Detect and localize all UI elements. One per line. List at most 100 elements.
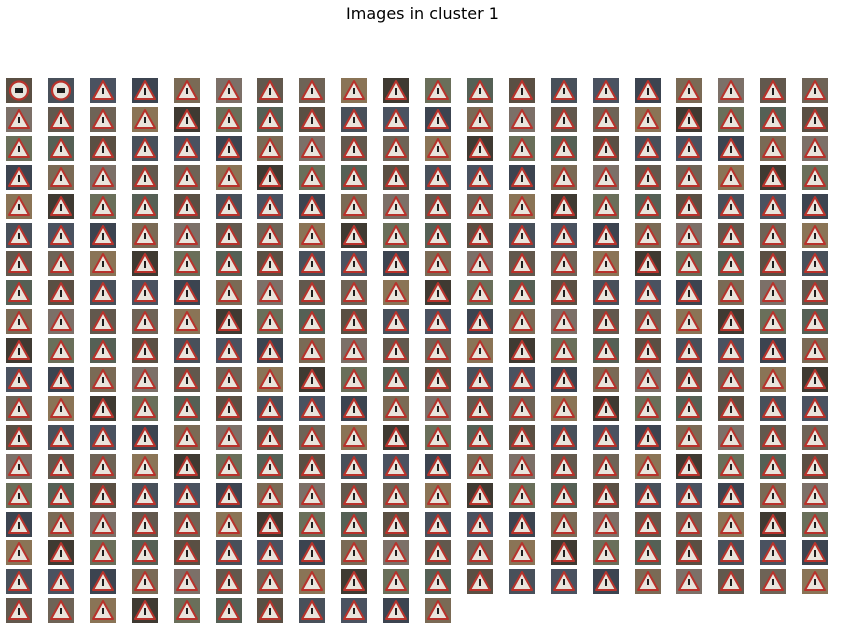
warning-sign-thumbnail	[257, 367, 284, 392]
warning-sign-thumbnail	[173, 164, 200, 190]
warning-sign-thumbnail	[508, 453, 535, 479]
warning-sign-thumbnail	[215, 193, 242, 219]
warning-sign-thumbnail	[592, 135, 619, 161]
warning-sign-thumbnail	[550, 540, 577, 566]
warning-sign-thumbnail	[550, 309, 577, 335]
warning-sign-thumbnail	[6, 598, 32, 624]
warning-sign-thumbnail	[173, 424, 200, 450]
warning-sign-thumbnail	[173, 540, 200, 566]
warning-sign-thumbnail	[341, 338, 368, 364]
warning-sign-thumbnail	[718, 251, 745, 277]
warning-sign-thumbnail	[131, 309, 158, 335]
warning-sign-thumbnail	[718, 569, 745, 595]
warning-sign-thumbnail	[425, 453, 451, 479]
warning-sign-thumbnail	[718, 106, 745, 132]
warning-sign-thumbnail	[6, 482, 32, 508]
warning-sign-thumbnail	[802, 222, 829, 248]
speed-limit-sign-thumbnail	[6, 78, 32, 103]
warning-sign-thumbnail	[47, 164, 74, 190]
warning-sign-thumbnail	[215, 598, 242, 624]
warning-sign-thumbnail	[89, 540, 116, 566]
warning-sign-thumbnail	[383, 309, 410, 335]
warning-sign-thumbnail	[760, 424, 787, 450]
warning-sign-thumbnail	[802, 540, 829, 566]
warning-sign-thumbnail	[425, 135, 451, 161]
warning-sign-thumbnail	[6, 540, 32, 566]
warning-sign-thumbnail	[592, 540, 619, 566]
warning-sign-thumbnail	[760, 135, 787, 161]
warning-sign-thumbnail	[634, 251, 661, 277]
warning-sign-thumbnail	[299, 193, 326, 219]
warning-sign-thumbnail	[47, 280, 74, 306]
warning-sign-thumbnail	[425, 164, 451, 190]
warning-sign-thumbnail	[257, 78, 284, 103]
warning-sign-thumbnail	[592, 424, 619, 450]
warning-sign-thumbnail	[550, 222, 577, 248]
warning-sign-thumbnail	[131, 251, 158, 277]
warning-sign-thumbnail	[760, 280, 787, 306]
warning-sign-thumbnail	[131, 193, 158, 219]
warning-sign-thumbnail	[131, 135, 158, 161]
warning-sign-thumbnail	[257, 598, 284, 624]
warning-sign-thumbnail	[592, 193, 619, 219]
warning-sign-thumbnail	[508, 424, 535, 450]
warning-sign-thumbnail	[89, 193, 116, 219]
warning-sign-thumbnail	[550, 453, 577, 479]
warning-sign-thumbnail	[508, 511, 535, 537]
warning-sign-thumbnail	[47, 511, 74, 537]
warning-sign-thumbnail	[215, 309, 242, 335]
warning-sign-thumbnail	[802, 193, 829, 219]
warning-sign-thumbnail	[718, 309, 745, 335]
warning-sign-thumbnail	[802, 251, 829, 277]
warning-sign-thumbnail	[634, 78, 661, 103]
warning-sign-thumbnail	[634, 280, 661, 306]
warning-sign-thumbnail	[508, 164, 535, 190]
warning-sign-thumbnail	[592, 338, 619, 364]
warning-sign-thumbnail	[89, 598, 116, 624]
warning-sign-thumbnail	[425, 598, 451, 624]
warning-sign-thumbnail	[508, 251, 535, 277]
warning-sign-thumbnail	[383, 367, 410, 392]
warning-sign-thumbnail	[508, 395, 535, 421]
warning-sign-thumbnail	[802, 78, 829, 103]
warning-sign-thumbnail	[89, 569, 116, 595]
warning-sign-thumbnail	[466, 338, 493, 364]
warning-sign-thumbnail	[215, 338, 242, 364]
warning-sign-thumbnail	[676, 453, 703, 479]
warning-sign-thumbnail	[760, 367, 787, 392]
warning-sign-thumbnail	[215, 222, 242, 248]
warning-sign-thumbnail	[760, 106, 787, 132]
warning-sign-thumbnail	[466, 309, 493, 335]
warning-sign-thumbnail	[257, 135, 284, 161]
warning-sign-thumbnail	[89, 424, 116, 450]
warning-sign-thumbnail	[215, 78, 242, 103]
warning-sign-thumbnail	[634, 424, 661, 450]
warning-sign-thumbnail	[47, 338, 74, 364]
warning-sign-thumbnail	[425, 511, 451, 537]
warning-sign-thumbnail	[89, 367, 116, 392]
warning-sign-thumbnail	[508, 193, 535, 219]
warning-sign-thumbnail	[173, 569, 200, 595]
warning-sign-thumbnail	[6, 569, 32, 595]
warning-sign-thumbnail	[6, 251, 32, 277]
warning-sign-thumbnail	[299, 482, 326, 508]
warning-sign-thumbnail	[173, 367, 200, 392]
warning-sign-thumbnail	[215, 511, 242, 537]
warning-sign-thumbnail	[550, 135, 577, 161]
warning-sign-thumbnail	[550, 569, 577, 595]
figure-title: Images in cluster 1	[346, 4, 499, 23]
warning-sign-thumbnail	[466, 251, 493, 277]
warning-sign-thumbnail	[341, 395, 368, 421]
warning-sign-thumbnail	[89, 251, 116, 277]
warning-sign-thumbnail	[676, 78, 703, 103]
warning-sign-thumbnail	[47, 395, 74, 421]
warning-sign-thumbnail	[634, 193, 661, 219]
warning-sign-thumbnail	[6, 193, 32, 219]
warning-sign-thumbnail	[466, 395, 493, 421]
warning-sign-thumbnail	[802, 482, 829, 508]
warning-sign-thumbnail	[173, 78, 200, 103]
warning-sign-thumbnail	[466, 569, 493, 595]
warning-sign-thumbnail	[6, 164, 32, 190]
warning-sign-thumbnail	[718, 222, 745, 248]
warning-sign-thumbnail	[6, 395, 32, 421]
